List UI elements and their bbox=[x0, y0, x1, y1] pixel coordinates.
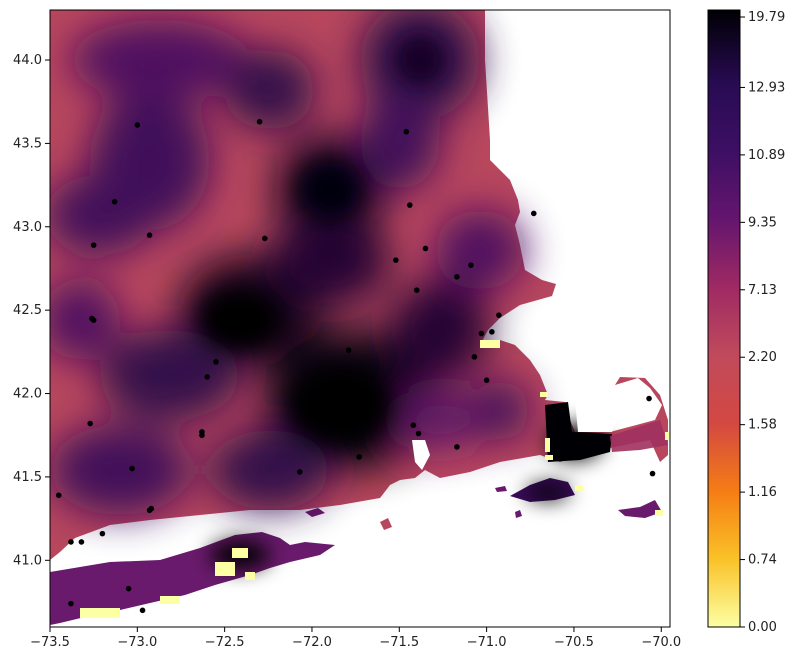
coastal-islets bbox=[305, 486, 522, 518]
colorbar-tick-label: 12.93 bbox=[748, 80, 785, 95]
station-point bbox=[454, 274, 460, 280]
station-point bbox=[262, 235, 268, 242]
x-tick-label: −71.5 bbox=[379, 635, 419, 650]
station-point bbox=[134, 122, 141, 128]
station-point bbox=[471, 354, 478, 360]
nantucket bbox=[618, 500, 662, 518]
station-point bbox=[403, 128, 410, 135]
x-axis: −73.5 −73.0 −72.5 −72.0 −71.5 −71.0 −70.5 −70.0 bbox=[30, 627, 681, 650]
station-point bbox=[129, 465, 135, 472]
colorbar-tick-label: 1.58 bbox=[748, 418, 777, 433]
x-tick-label: −73.0 bbox=[117, 635, 157, 650]
station-point bbox=[454, 444, 460, 450]
station-point bbox=[139, 607, 146, 614]
x-tick-label: −70.0 bbox=[641, 635, 681, 650]
zero-value-patches bbox=[80, 340, 669, 618]
y-tick-label: 41.5 bbox=[13, 470, 42, 485]
station-point bbox=[649, 470, 656, 477]
x-tick-label: −70.5 bbox=[554, 635, 594, 650]
station-point bbox=[406, 202, 413, 208]
station-point bbox=[204, 374, 210, 380]
station-point bbox=[68, 600, 74, 607]
colorbar-tick-label: 0.00 bbox=[748, 620, 777, 635]
colorbar bbox=[707, 9, 741, 628]
station-point bbox=[415, 430, 422, 437]
y-tick-label: 43.0 bbox=[13, 220, 42, 235]
y-tick-label: 42.5 bbox=[13, 303, 42, 318]
station-point bbox=[530, 210, 537, 217]
station-point bbox=[90, 242, 97, 248]
colorbar-tick-label: 2.20 bbox=[748, 350, 777, 365]
colorbar-tick-label: 1.16 bbox=[748, 485, 777, 500]
station-point bbox=[646, 395, 652, 402]
x-tick-label: −73.5 bbox=[30, 635, 70, 650]
colorbar-ticks: 0.00 0.74 1.16 1.58 2.20 7.13 9.35 10.89 12.93 19… bbox=[740, 10, 785, 635]
station-point bbox=[468, 262, 474, 268]
x-tick-label: −72.5 bbox=[205, 635, 245, 650]
colorbar-tick-label: 0.74 bbox=[748, 553, 777, 568]
x-tick-label: −71.0 bbox=[467, 635, 507, 650]
colorbar-tick-label: 10.89 bbox=[748, 148, 785, 163]
y-tick-label: 41.0 bbox=[13, 553, 42, 568]
colorbar-tick-label: 9.35 bbox=[748, 215, 777, 230]
station-point bbox=[478, 330, 485, 337]
station-point bbox=[356, 454, 362, 460]
y-tick-label: 43.5 bbox=[13, 136, 42, 151]
station-point bbox=[483, 377, 490, 384]
station-point bbox=[345, 347, 352, 353]
plot-frame bbox=[49, 9, 671, 628]
station-point bbox=[148, 505, 155, 512]
station-point bbox=[296, 469, 303, 475]
station-point bbox=[90, 317, 97, 323]
station-point bbox=[393, 257, 399, 263]
station-point bbox=[68, 539, 74, 545]
cape-cod-dark bbox=[545, 402, 612, 462]
station-point bbox=[496, 312, 502, 318]
station-point bbox=[78, 539, 85, 545]
y-tick-label: 42.0 bbox=[13, 387, 42, 402]
station-point bbox=[125, 585, 132, 592]
station-point bbox=[256, 118, 263, 125]
station-point bbox=[413, 287, 420, 293]
block-island bbox=[380, 518, 392, 530]
station-point bbox=[199, 432, 205, 439]
y-tick-label: 44.0 bbox=[13, 53, 42, 68]
station-points bbox=[55, 118, 656, 614]
station-point bbox=[410, 422, 417, 429]
x-tick-label: −72.0 bbox=[292, 635, 332, 650]
station-point bbox=[422, 245, 429, 252]
cape-cod-bay bbox=[575, 388, 625, 432]
station-point bbox=[111, 198, 118, 205]
narragansett-bay bbox=[412, 440, 430, 470]
station-point bbox=[99, 530, 106, 537]
y-axis: 41.0 41.5 42.0 42.5 43.0 43.5 44.0 bbox=[13, 53, 50, 568]
land-raster bbox=[50, 10, 669, 625]
station-point bbox=[87, 420, 93, 427]
cape-cod-tip bbox=[610, 420, 668, 452]
colorbar-tick-label: 19.79 bbox=[748, 10, 785, 25]
colorbar-tick-label: 7.13 bbox=[748, 283, 777, 298]
station-point bbox=[489, 329, 495, 335]
station-point bbox=[55, 492, 62, 499]
station-point bbox=[213, 359, 219, 365]
station-point bbox=[146, 232, 153, 238]
